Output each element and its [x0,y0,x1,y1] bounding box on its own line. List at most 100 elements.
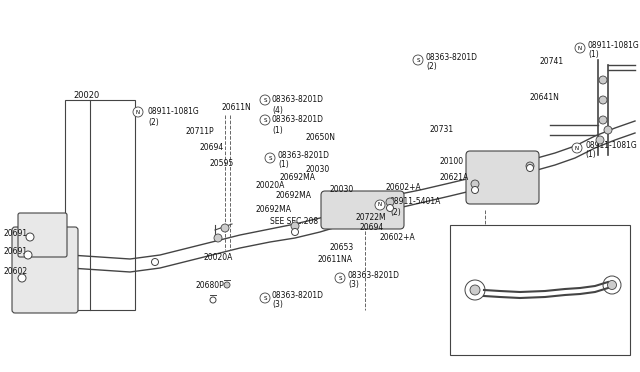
Text: 20020A: 20020A [255,180,284,189]
Text: S: S [339,276,342,280]
Text: 20030: 20030 [305,166,329,174]
Circle shape [24,251,32,259]
Text: 20691: 20691 [3,228,27,237]
Text: 20692MA: 20692MA [255,205,291,215]
Text: A200/0095: A200/0095 [510,346,552,355]
Text: 20602+A: 20602+A [380,234,416,243]
Text: 20692MA: 20692MA [280,173,316,183]
Circle shape [214,234,222,242]
Text: 08363-8201D: 08363-8201D [272,96,324,105]
Text: 20030: 20030 [535,267,561,276]
Text: SEE SEC.208: SEE SEC.208 [270,218,318,227]
Text: 20680P: 20680P [195,280,224,289]
Circle shape [291,228,298,235]
Circle shape [387,205,394,212]
Circle shape [133,107,143,117]
Text: 20611N: 20611N [222,103,252,112]
Circle shape [471,180,479,188]
Text: (1): (1) [278,160,289,170]
Circle shape [26,233,34,241]
Circle shape [572,143,582,153]
Text: 20731: 20731 [430,125,454,135]
Circle shape [599,76,607,84]
Circle shape [375,200,385,210]
Text: 20621A: 20621A [440,173,469,183]
Text: 20595: 20595 [210,158,234,167]
Text: 08911-5401A: 08911-5401A [390,198,442,206]
Text: S: S [416,58,420,62]
Circle shape [599,116,607,124]
Text: 08911-1081G: 08911-1081G [588,41,640,49]
Circle shape [221,224,229,232]
Text: 20641N: 20641N [530,93,560,103]
Circle shape [260,293,270,303]
Text: S: S [263,118,267,122]
FancyBboxPatch shape [321,191,404,229]
Text: N: N [136,109,140,115]
Circle shape [335,273,345,283]
Circle shape [265,153,275,163]
Text: S: S [268,155,272,160]
Text: 20602: 20602 [3,267,27,276]
Text: N: N [378,202,382,208]
Text: 20691: 20691 [3,247,27,257]
Text: USA>KC>4WD>KA24E: USA>KC>4WD>KA24E [455,228,542,237]
Text: (1): (1) [585,151,596,160]
Text: 20722M: 20722M [355,214,386,222]
Text: 08911-1081G: 08911-1081G [585,141,637,150]
Circle shape [413,55,423,65]
Text: 20020: 20020 [73,90,99,99]
Circle shape [604,126,612,134]
Text: 08363-8201D: 08363-8201D [348,270,400,279]
Text: 20030: 20030 [330,186,355,195]
Circle shape [224,282,230,288]
Text: 08363-8201D: 08363-8201D [272,115,324,125]
FancyBboxPatch shape [466,151,539,204]
Text: (2): (2) [390,208,401,217]
Circle shape [607,280,616,289]
FancyBboxPatch shape [18,213,67,257]
Text: 20694: 20694 [200,144,224,153]
Bar [450,225,630,355]
Text: (1): (1) [272,125,283,135]
Text: (2): (2) [148,118,159,126]
Text: (2): (2) [426,62,436,71]
Circle shape [575,43,585,53]
Circle shape [210,297,216,303]
Text: (1): (1) [588,51,599,60]
Text: 20650N: 20650N [305,134,335,142]
Circle shape [599,96,607,104]
Circle shape [526,162,534,170]
Text: 20692MA: 20692MA [275,190,311,199]
Circle shape [596,136,604,144]
Circle shape [470,285,480,295]
Circle shape [472,186,479,193]
FancyBboxPatch shape [12,227,78,313]
Text: 20020A: 20020A [203,253,232,263]
Text: 08363-8201D: 08363-8201D [426,52,478,61]
Text: N: N [578,45,582,51]
Circle shape [260,95,270,105]
Circle shape [260,115,270,125]
Circle shape [527,164,534,171]
Text: N: N [575,145,579,151]
Text: 20602+A: 20602+A [385,183,420,192]
Text: 20100: 20100 [440,157,464,167]
Text: 20694: 20694 [360,224,384,232]
Text: (3): (3) [348,280,359,289]
Circle shape [291,222,299,230]
Text: S: S [263,97,267,103]
Bar [65,100,135,310]
Text: 20711P: 20711P [185,128,214,137]
Text: (4): (4) [272,106,283,115]
Text: 08911-1081G: 08911-1081G [148,108,200,116]
Circle shape [386,198,394,206]
Text: 08363-8201D: 08363-8201D [272,291,324,299]
Text: 08363-8201D: 08363-8201D [278,151,330,160]
Text: S: S [263,295,267,301]
Circle shape [18,274,26,282]
Text: 20611NA: 20611NA [318,256,353,264]
Text: (3): (3) [272,301,283,310]
Text: 20653: 20653 [330,244,355,253]
Circle shape [152,259,159,266]
